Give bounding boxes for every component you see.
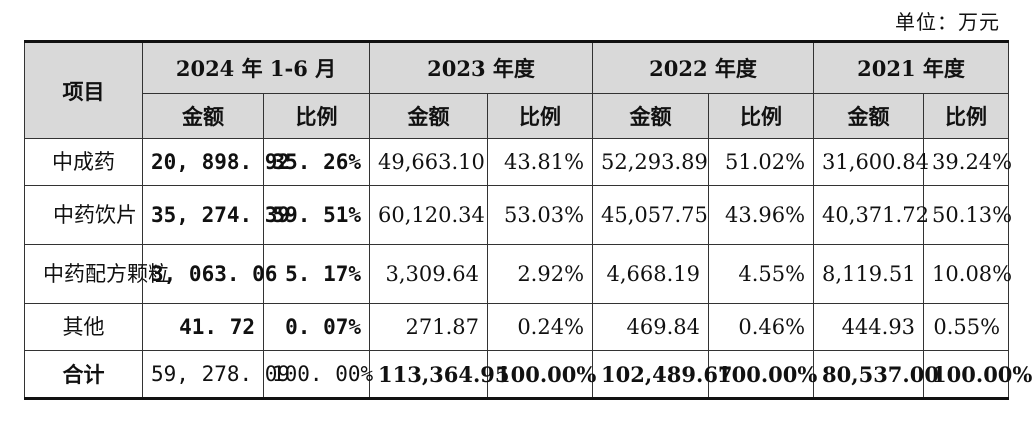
header-amount: 金额 bbox=[592, 93, 710, 139]
cell: 102,489.67 bbox=[592, 350, 733, 399]
header-period-2024h1: 2024 年 1-6 月 bbox=[141, 41, 371, 94]
cell: 5. 17% bbox=[262, 244, 371, 304]
row-label: 合计 bbox=[24, 350, 143, 399]
table-row: 中成药 20, 898. 92 35. 26% 49,663.10 43.81%… bbox=[24, 138, 1012, 186]
cell: 10.08% bbox=[923, 244, 1012, 304]
cell: 4,668.19 bbox=[592, 244, 710, 304]
cell: 4.55% bbox=[708, 244, 815, 304]
row-label: 中药饮片 bbox=[24, 185, 143, 245]
cell: 0.46% bbox=[708, 303, 815, 351]
header-period-2022: 2022 年度 bbox=[592, 41, 815, 94]
row-label: 中成药 bbox=[24, 138, 143, 186]
cell: 3,309.64 bbox=[369, 244, 489, 304]
cell: 53.03% bbox=[487, 185, 594, 245]
header-ratio: 比例 bbox=[262, 93, 371, 139]
table-row: 中药配方颗粒 3, 063. 06 5. 17% 3,309.64 2.92% … bbox=[24, 244, 1012, 304]
cell: 43.81% bbox=[487, 138, 594, 186]
cell: 0. 07% bbox=[262, 303, 371, 351]
cell: 0.24% bbox=[487, 303, 594, 351]
cell: 100.00% bbox=[923, 350, 1032, 399]
header-ratio: 比例 bbox=[923, 93, 1010, 139]
cell: 50.13% bbox=[923, 185, 1012, 245]
cell: 43.96% bbox=[708, 185, 815, 245]
cell: 39.24% bbox=[923, 138, 1012, 186]
cell: 31,600.84 bbox=[813, 138, 929, 186]
cell: 20, 898. 92 bbox=[142, 138, 290, 186]
row-label: 其他 bbox=[24, 303, 143, 351]
cell: 51.02% bbox=[708, 138, 815, 186]
cell: 35. 26% bbox=[262, 138, 371, 186]
cell: 271.87 bbox=[369, 303, 489, 351]
cell: 80,537.00 bbox=[813, 350, 939, 399]
cell: 2.92% bbox=[487, 244, 594, 304]
header-ratio: 比例 bbox=[487, 93, 594, 139]
cell: 60,120.34 bbox=[369, 185, 489, 245]
header-amount: 金额 bbox=[813, 93, 925, 139]
cell: 41. 72 bbox=[142, 303, 264, 351]
cell: 100. 00% bbox=[262, 350, 373, 399]
cell: 3, 063. 06 bbox=[142, 244, 277, 304]
header-item: 项目 bbox=[24, 41, 143, 139]
cell: 45,057.75 bbox=[592, 185, 710, 245]
unit-label: 单位：万元 bbox=[895, 10, 1000, 34]
cell: 444.93 bbox=[813, 303, 925, 351]
cell: 35, 274. 39 bbox=[142, 185, 290, 245]
header-period-2023: 2023 年度 bbox=[369, 41, 594, 94]
header-ratio: 比例 bbox=[708, 93, 815, 139]
row-label: 中药配方颗粒 bbox=[24, 244, 169, 304]
cell: 59. 51% bbox=[262, 185, 371, 245]
cell: 40,371.72 bbox=[813, 185, 929, 245]
cell: 100.00% bbox=[708, 350, 817, 399]
header-amount: 金额 bbox=[369, 93, 489, 139]
cell: 0.55% bbox=[923, 303, 1010, 351]
header-period-2021: 2021 年度 bbox=[813, 41, 1010, 94]
total-row: 合计 59, 278. 09 100. 00% 113,364.95 100.0… bbox=[24, 350, 1032, 399]
cell: 469.84 bbox=[592, 303, 710, 351]
cell: 100.00% bbox=[487, 350, 596, 399]
header-amount: 金额 bbox=[142, 93, 264, 139]
cell: 113,364.95 bbox=[369, 350, 510, 399]
cell: 8,119.51 bbox=[813, 244, 925, 304]
cell: 52,293.89 bbox=[592, 138, 710, 186]
cell: 49,663.10 bbox=[369, 138, 489, 186]
cell: 59, 278. 09 bbox=[142, 350, 290, 399]
table-row: 中药饮片 35, 274. 39 59. 51% 60,120.34 53.03… bbox=[24, 185, 1012, 245]
revenue-table: 项目 2024 年 1-6 月 2023 年度 2022 年度 2021 年度 … bbox=[24, 40, 1032, 400]
table-row: 其他 41. 72 0. 07% 271.87 0.24% 469.84 0.4… bbox=[24, 303, 1010, 351]
